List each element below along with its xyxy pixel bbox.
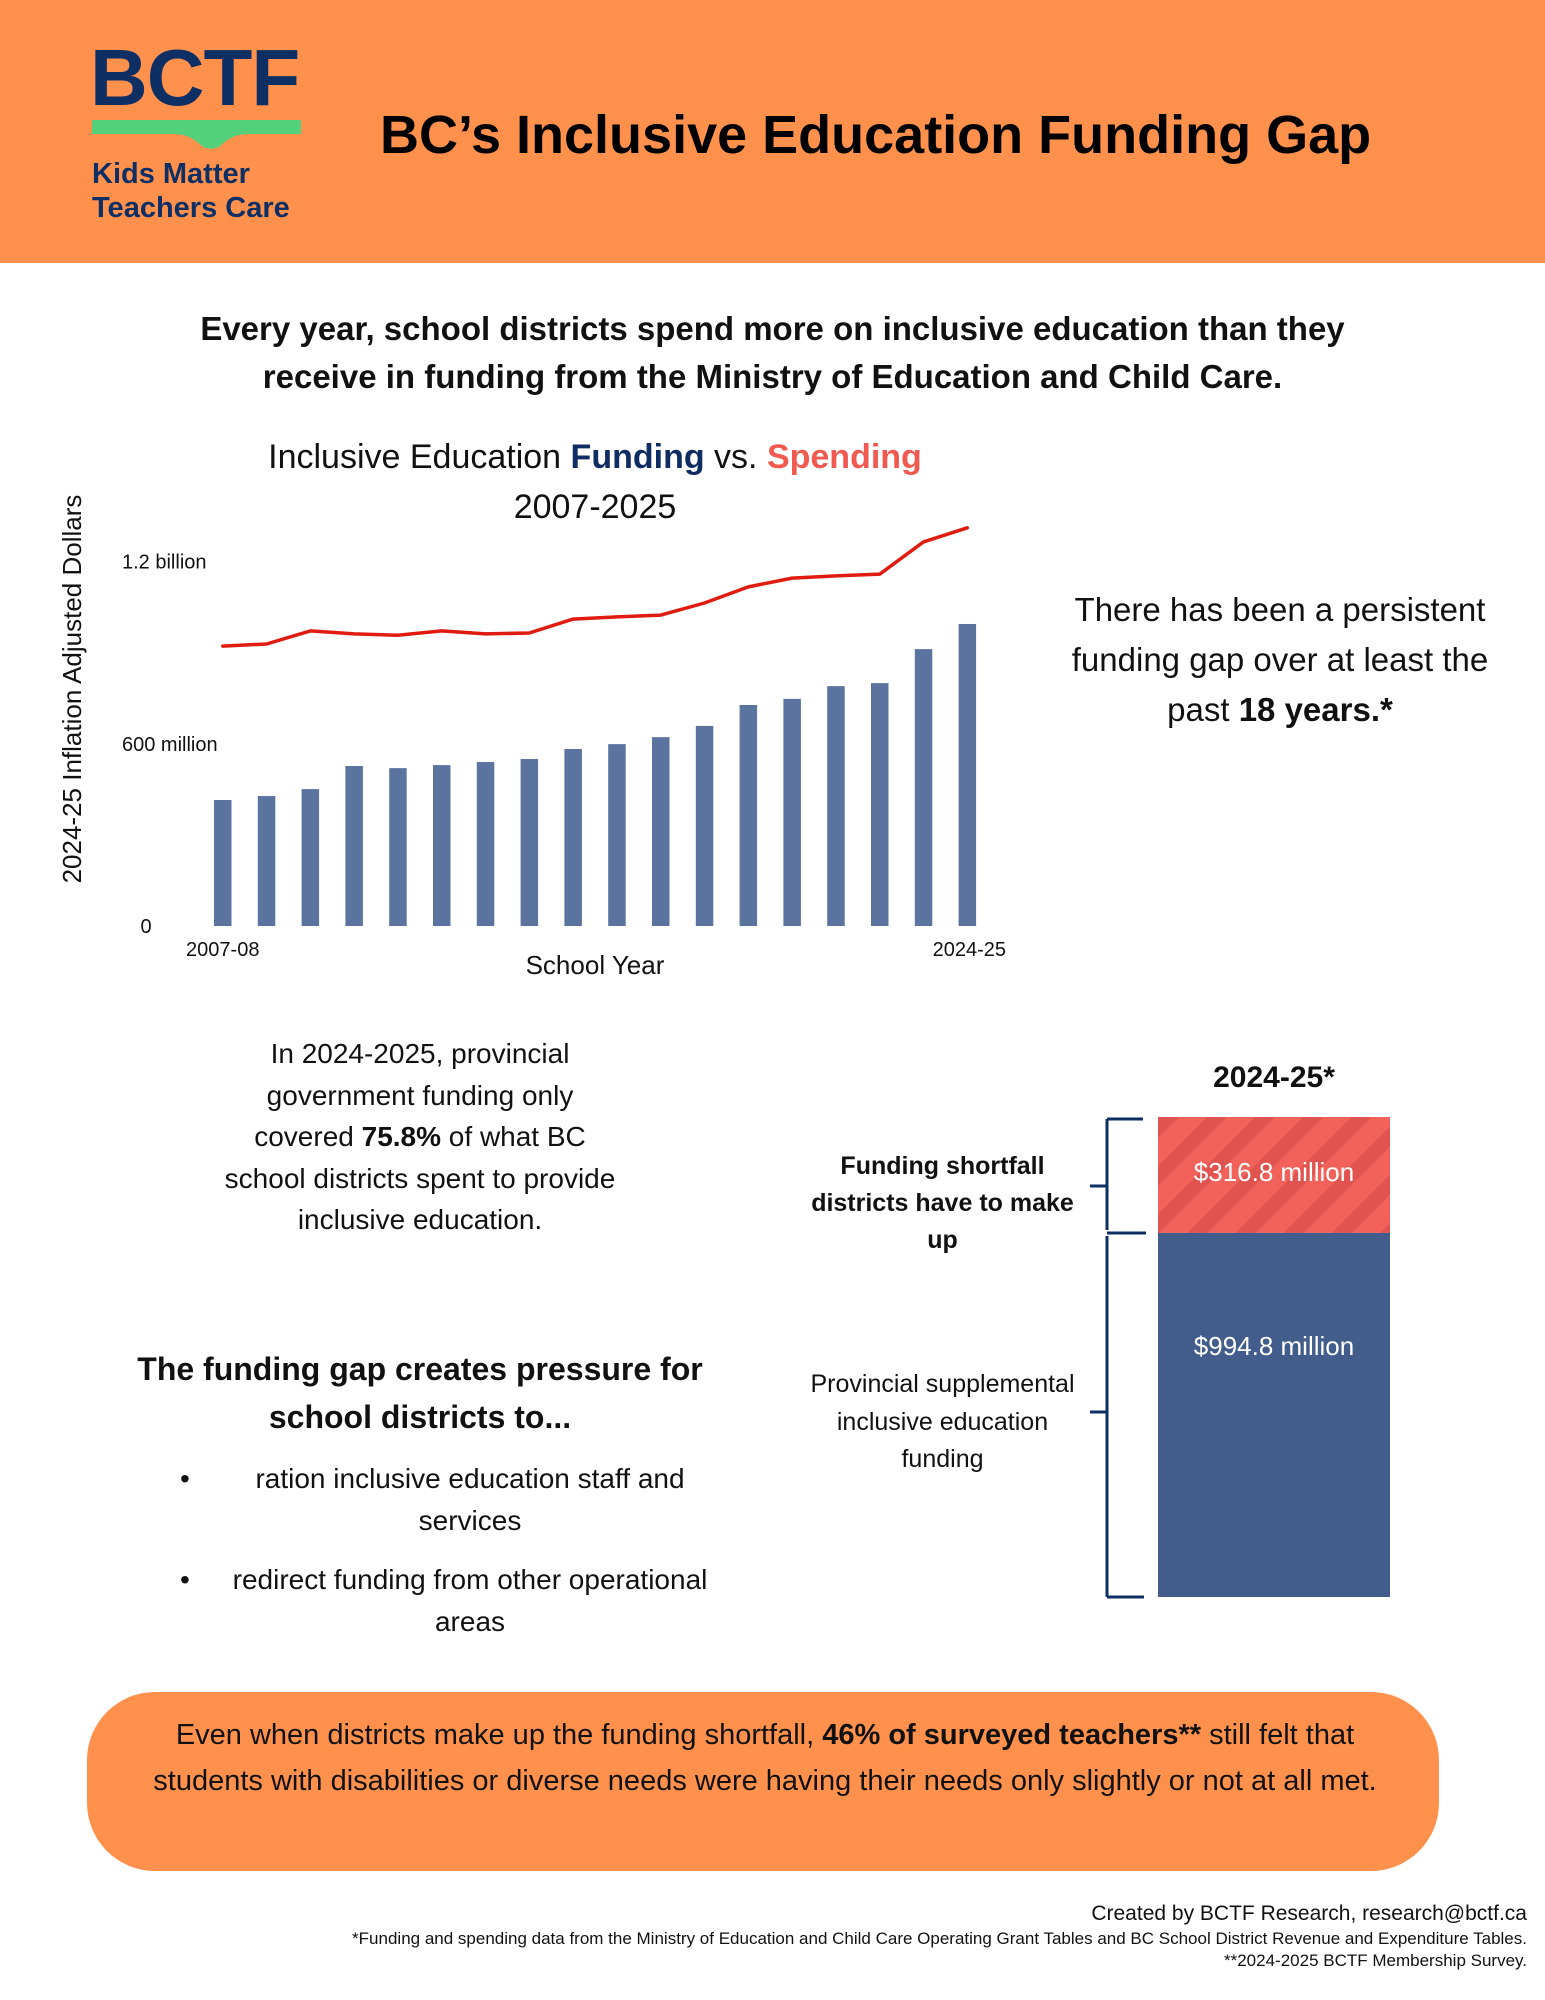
lead-line-1: Every year, school districts spend more … [200, 310, 1345, 347]
funding-bar [345, 766, 363, 926]
y-tick-label: 1.2 billion [122, 552, 207, 574]
coverage-stat: In 2024-2025, provincial government fund… [215, 1033, 625, 1241]
stack-segment-shortfall [1158, 1117, 1390, 1233]
funding-bar [695, 725, 714, 926]
list-item-text: redirect funding from other operational … [232, 1564, 708, 1637]
shortfall-side-label: Funding shortfall districts have to make… [811, 1152, 1074, 1254]
bracket-group [1090, 1117, 1146, 1599]
stack-segments: $316.8 million $994.8 million [1158, 1117, 1390, 1597]
x-axis-label: School Year [526, 950, 665, 980]
stat-percentage: 75.8% [361, 1121, 442, 1152]
funding-bar [433, 765, 451, 926]
bullet-icon: • [180, 1463, 190, 1494]
y-tick-label: 600 million [122, 734, 218, 756]
list-item: • redirect funding from other operational… [160, 1559, 720, 1643]
survey-callout-pill [87, 1692, 1439, 1871]
funding-bar [608, 744, 626, 926]
open-book-icon [92, 120, 301, 149]
funding-bar [564, 749, 582, 926]
chart-title-funding: Funding [571, 438, 705, 476]
funding-bar [476, 762, 495, 926]
stack-value-label: $316.8 million [1194, 1157, 1354, 1187]
x-tick-last: 2024-25 [933, 939, 1006, 961]
funding-bar [652, 737, 670, 926]
funding-bar [301, 789, 320, 926]
chart-subtitle: 2007-2025 [514, 488, 677, 526]
persistent-gap-callout: There has been a persistent funding gap … [1060, 585, 1500, 735]
survey-callout-text: Even when districts make up the funding … [120, 1712, 1410, 1804]
stack-segment-provincial [1158, 1232, 1390, 1597]
chart-title-part-1: Inclusive Education [268, 438, 570, 476]
funding-bars [214, 623, 977, 926]
stacked-bar-title: 2024-25* [1213, 1061, 1335, 1094]
lead-statement: Every year, school districts spend more … [100, 305, 1445, 401]
chart-title-part-3: vs. [705, 438, 767, 476]
spending-line [221, 526, 970, 648]
stat-post: of what BC school districts spent to pro… [224, 1121, 616, 1235]
funding-bar [739, 704, 758, 926]
chart-svg: Inclusive Education Funding vs. Spending… [57, 438, 1006, 980]
funding-bar [389, 768, 407, 926]
pressure-list: • ration inclusive education staff and se… [160, 1458, 720, 1660]
funding-bar [958, 623, 977, 926]
page-title: BC’s Inclusive Education Funding Gap [380, 105, 1372, 165]
chart-title: Inclusive Education Funding vs. Spending [268, 438, 922, 476]
pill-pre: Even when districts make up the funding … [175, 1719, 823, 1751]
funding-bar [783, 698, 801, 926]
logo-tagline-teachers-care: Teachers Care [92, 192, 290, 224]
funding-bar [827, 686, 845, 926]
pill-post: still felt that students with disabiliti… [153, 1719, 1377, 1797]
spending-line-group [221, 526, 970, 648]
y-ticks: 0 600 million 1.2 billion [122, 552, 218, 938]
funding-vs-spending-chart: Inclusive Education Funding vs. Spending… [0, 420, 1060, 1000]
list-item-text: ration inclusive education staff and ser… [255, 1463, 685, 1536]
stacked-bar-svg: $316.8 million $994.8 million [1090, 1117, 1390, 1599]
credit-line: Created by BCTF Research, research@bctf.… [1091, 1902, 1527, 1925]
funding-bar [257, 796, 276, 926]
x-tick-first: 2007-08 [186, 939, 259, 961]
funding-bar [871, 683, 889, 926]
footnote-survey: **2024-2025 BCTF Membership Survey. [1224, 1951, 1527, 1970]
bctf-logo-wordmark: BCTF [90, 33, 300, 122]
chart-title-spending: Spending [767, 438, 922, 476]
pressure-heading: The funding gap creates pressure for sch… [137, 1351, 703, 1435]
logo-tagline-kids-matter: Kids Matter [92, 158, 250, 190]
funding-bar [214, 800, 232, 926]
stat-pre: In 2024-2025, provincial government fund… [254, 1038, 574, 1152]
y-axis-label: 2024-25 Inflation Adjusted Dollars [57, 495, 87, 884]
provincial-side-label: Provincial supplemental inclusive educat… [810, 1370, 1075, 1473]
callout-text: There has been a persistent funding gap … [1071, 591, 1489, 728]
bullet-icon: • [180, 1564, 190, 1595]
funding-bar [520, 759, 539, 926]
stack-value-label: $994.8 million [1194, 1331, 1354, 1361]
footnote-data-source: *Funding and spending data from the Mini… [352, 1929, 1527, 1948]
y-tick-label: 0 [140, 916, 151, 938]
list-item: • ration inclusive education staff and se… [160, 1458, 720, 1542]
pill-bold: 46% of surveyed teachers** [822, 1719, 1202, 1751]
funding-bar [914, 649, 933, 926]
lead-line-2: receive in funding from the Ministry of … [262, 358, 1283, 395]
callout-bold: 18 years.* [1238, 691, 1393, 728]
